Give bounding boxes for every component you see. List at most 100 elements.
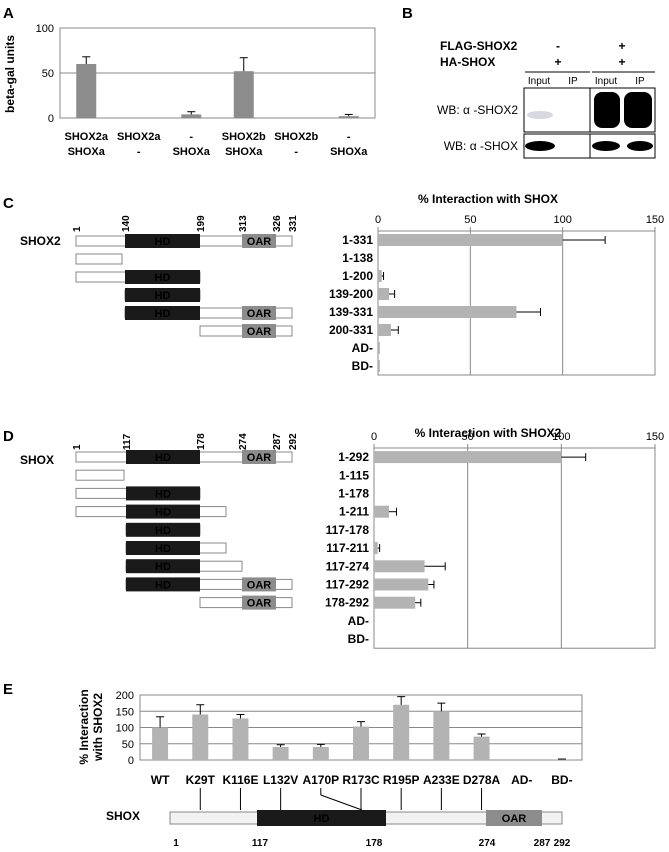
ha-sign-1: + [554, 55, 561, 69]
panel-e-chart: 0 50 100 150 200 WT K29T K116E L132V A170P R173C R1… [116, 690, 583, 849]
panel-a-ytick: 50 [42, 68, 54, 80]
panel-e-hd-label: HD [314, 813, 330, 825]
panel-e-bar [272, 747, 289, 760]
panel-e-oar-label: OAR [502, 813, 527, 825]
panel-d-category-label: 1-292 [338, 450, 369, 464]
panel-d-title: % Interaction with SHOX2 [415, 426, 562, 440]
panel-e-bar [232, 718, 249, 760]
ha-sign-2: + [618, 55, 625, 69]
panel-a-xtick-line1: - [189, 131, 193, 143]
panel-c-plot-area [377, 230, 656, 376]
panel-d-hd-domain [126, 541, 200, 555]
panel-b-western-blot: FLAG-SHOX2 HA-SHOX - + + + Input IP Inpu… [437, 39, 656, 159]
panel-a-bar [233, 71, 254, 118]
panel-a-ytick: 0 [48, 113, 54, 125]
panel-c-bar [378, 270, 382, 282]
panel-e-category-label: A233E [423, 773, 460, 787]
panel-d-plot-area [373, 447, 656, 649]
panel-e-ylabel-line1: % Interaction [77, 689, 91, 764]
panel-d-xtick: 0 [371, 431, 377, 443]
panel-e-ytick: 200 [116, 690, 134, 702]
panel-d-position-label: 1 [72, 444, 83, 450]
panel-c-hd-label: HD [155, 236, 171, 248]
panel-d-xtick: 50 [462, 431, 474, 443]
panel-c-category-label: 139-200 [329, 287, 373, 301]
panel-d-chart: 0 50 100 150 1-292 1-115 1-178 1-211 117-178 117-… [325, 431, 664, 649]
panel-e-category-label: D278A [463, 773, 501, 787]
panel-c-oar-domain [242, 306, 276, 320]
panel-d-hd-domain [126, 486, 200, 501]
panel-c-category-label: AD- [352, 341, 373, 355]
panel-e-bar [393, 704, 410, 760]
panel-e-mutation-connector [320, 794, 363, 811]
panel-d-bar [374, 596, 416, 609]
wb-shox2-label: WB: α -SHOX2 [437, 103, 518, 117]
panel-a-xtick-line2: - [294, 146, 298, 158]
panel-letter-c: C [3, 195, 14, 212]
panel-d-position-label: 292 [288, 433, 299, 450]
panel-a-xtick-line2: SHOXa [225, 146, 263, 158]
panel-e-category-label: R195P [383, 773, 420, 787]
panel-d-hd-domain [126, 504, 200, 519]
panel-d-oar-label: OAR [247, 579, 272, 591]
panel-e-bar [353, 726, 369, 760]
panel-e-category-label: K116E [222, 773, 258, 787]
panel-d-category-label: 1-115 [339, 468, 369, 482]
panel-d-hd-label: HD [155, 488, 171, 500]
panel-c-category-label: BD- [352, 359, 373, 373]
panel-c-bar [378, 342, 380, 354]
panel-d-hd-label: HD [155, 561, 171, 573]
panel-a-chart: beta-gal units 0 50 100 SHOX2a SHOXa SHOX2a - -… [3, 23, 376, 158]
panel-a-xtick-line1: - [347, 131, 351, 143]
col-ip-1: IP [568, 76, 578, 87]
panel-d-bar [374, 451, 562, 464]
panel-e: % Interaction with SHOX2 SHOX 0 50 100 150 2… [77, 689, 583, 849]
panel-d-xtick: 100 [552, 431, 570, 443]
panel-e-ytick: 50 [122, 739, 134, 751]
panel-d-bar [374, 542, 378, 555]
panel-d-hd-label: HD [155, 452, 171, 464]
panel-c-oar-label: OAR [247, 326, 272, 338]
panel-d-position-label: 274 [238, 433, 249, 450]
panel-a-xtick-line1: SHOX2a [117, 131, 161, 143]
panel-d-bar [374, 505, 389, 518]
panel-e-position-label: 178 [366, 838, 383, 849]
panel-a-xtick-line1: SHOX2a [65, 131, 109, 143]
panel-c-chart: 0 50 100 150 1-331 1-138 1-200 139-200 139-331 20… [329, 214, 664, 376]
panel-a-ytick: 100 [36, 23, 54, 35]
panel-c-hd-domain [125, 288, 200, 302]
panel-d-position-label: 178 [196, 433, 207, 450]
panel-c-construct-bar [75, 253, 123, 265]
panel-a-xtick-line2: SHOXa [330, 146, 368, 158]
panel-e-ytick: 0 [128, 755, 134, 767]
panel-a-xtick-line2: SHOXa [173, 146, 211, 158]
panel-a-xtick-line2: SHOXa [68, 146, 106, 158]
panel-d-category-label: 117-274 [326, 559, 370, 573]
panel-a-bar [76, 64, 97, 118]
col-ip-2: IP [635, 76, 645, 87]
panel-c-position-label: 331 [288, 215, 299, 232]
panel-d-category-label: BD- [348, 632, 369, 646]
flag-sign-2: + [618, 39, 625, 53]
panel-e-position-label: 117 [252, 838, 269, 849]
panel-c-category-label: 1-200 [342, 269, 373, 283]
panel-e-bar [473, 736, 490, 760]
panel-e-bar [553, 759, 570, 760]
col-input-1: Input [528, 76, 550, 87]
panel-c-hd-domain [125, 270, 200, 284]
panel-d-oar-domain [242, 450, 276, 464]
panel-c-position-label: 199 [196, 215, 207, 232]
panel-d-hd-domain [126, 577, 200, 592]
panel-d-category-label: 117-292 [326, 578, 370, 592]
panel-a-bar [338, 116, 359, 118]
panel-letter-d: D [3, 428, 14, 445]
panel-c-bar [378, 324, 391, 336]
panel-c-xtick: 100 [553, 214, 571, 226]
panel-d-position-label: 287 [272, 433, 283, 450]
panel-d-category-label: 1-178 [338, 487, 369, 501]
panel-d-category-label: 178-292 [325, 596, 369, 610]
panel-e-ytick: 100 [116, 723, 134, 735]
panel-e-bar [192, 714, 209, 760]
